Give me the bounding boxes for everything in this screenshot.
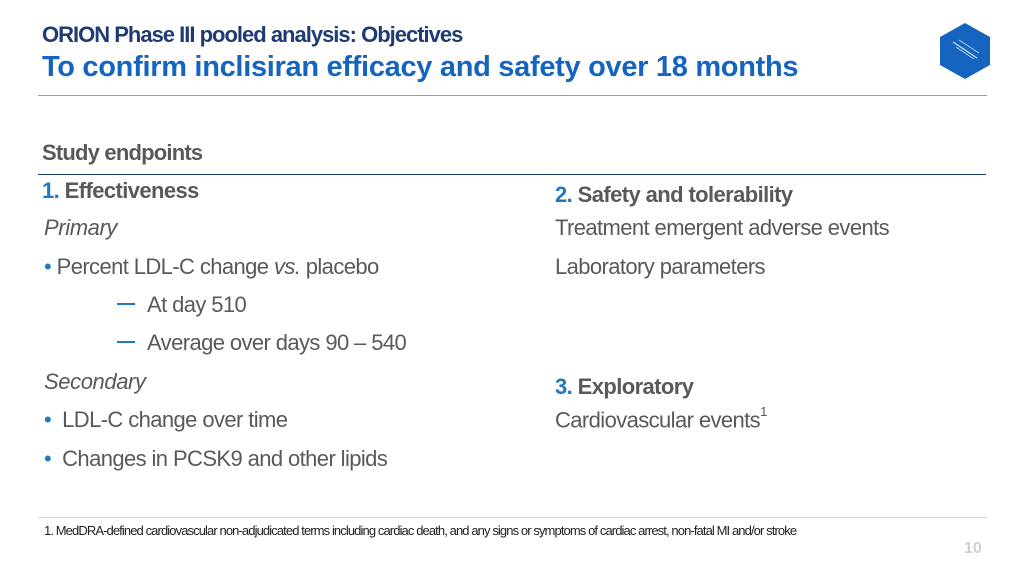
section-heading: Study endpoints <box>42 140 203 165</box>
exploratory-number: 3. <box>555 374 573 399</box>
bullet-icon: • <box>44 254 52 279</box>
primary-subitem-text: Average over days 90 – 540 <box>147 330 407 355</box>
exploratory-label: Exploratory <box>577 374 694 399</box>
primary-bullet: • Percent LDL-C change vs. placebo <box>44 254 379 280</box>
section-divider <box>38 174 986 175</box>
title-divider <box>38 95 987 96</box>
exploratory-heading: 3. Exploratory <box>555 374 694 400</box>
secondary-label: Secondary <box>44 369 146 394</box>
secondary-bullet-text: LDL-C change over time <box>62 407 288 432</box>
slide-kicker: ORION Phase III pooled analysis: Objecti… <box>42 22 463 47</box>
slide-title: To confirm inclisiran efficacy and safet… <box>42 51 799 83</box>
secondary-bullet: • LDL-C change over time <box>44 407 288 433</box>
primary-subitem: At day 510 <box>117 292 247 318</box>
dash-icon <box>117 341 135 344</box>
exploratory-item: Cardiovascular events1 <box>555 404 767 433</box>
secondary-bullet: • Changes in PCSK9 and other lipids <box>44 446 388 472</box>
dash-icon <box>117 303 135 306</box>
safety-number: 2. <box>555 182 573 207</box>
effectiveness-number: 1. <box>42 178 60 203</box>
footnote-marker: 1 <box>760 404 767 419</box>
exploratory-item-text: Cardiovascular events <box>555 407 761 433</box>
bullet-icon: • <box>44 407 52 432</box>
effectiveness-label: Effectiveness <box>64 178 200 203</box>
safety-label: Safety and tolerability <box>577 182 793 207</box>
secondary-bullet-text: Changes in PCSK9 and other lipids <box>62 446 388 471</box>
primary-bullet-text: Percent LDL-C change <box>56 254 274 279</box>
effectiveness-heading: 1. Effectiveness <box>42 178 199 204</box>
footnote-divider <box>38 517 987 518</box>
primary-bullet-italic: vs. <box>273 254 301 279</box>
safety-item: Treatment emergent adverse events <box>555 215 890 240</box>
primary-label: Primary <box>44 215 117 240</box>
primary-subitem-text: At day 510 <box>147 292 247 317</box>
brand-hexagon-icon <box>939 22 991 80</box>
footnote: 1. MedDRA-defined cardiovascular non-adj… <box>44 523 797 538</box>
bullet-icon: • <box>44 446 52 471</box>
safety-heading: 2. Safety and tolerability <box>555 182 793 208</box>
primary-bullet-text-after: placebo <box>300 254 379 279</box>
page-number: 10 <box>964 540 982 557</box>
primary-subitem: Average over days 90 – 540 <box>117 330 407 356</box>
safety-item: Laboratory parameters <box>555 254 766 279</box>
